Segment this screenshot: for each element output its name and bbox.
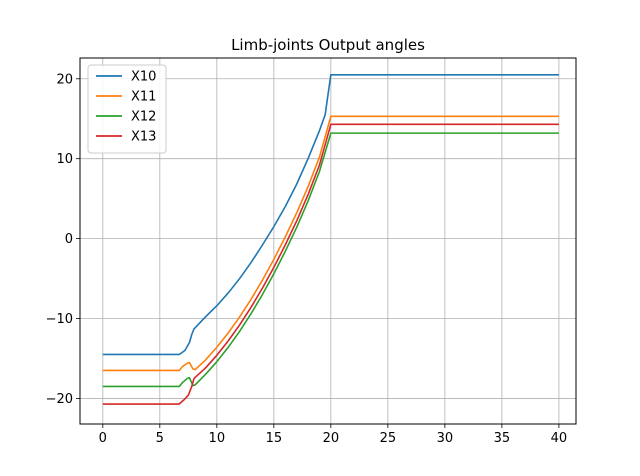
legend-label: X10	[131, 70, 156, 85]
series-line-x13	[102, 123, 559, 405]
x-tick-label: 25	[380, 431, 397, 446]
x-tick-label: 20	[323, 431, 340, 446]
y-tick-label: −20	[46, 392, 73, 407]
legend-label: X12	[131, 110, 156, 125]
y-tick-label: 10	[56, 152, 73, 167]
x-tick-label: 35	[494, 431, 511, 446]
series-line-x12	[102, 132, 559, 388]
grid-lines	[80, 58, 576, 424]
series-line-x10	[102, 73, 559, 356]
legend-label: X11	[131, 90, 156, 105]
x-tick-label: 0	[99, 431, 107, 446]
x-tick-label: 15	[266, 431, 283, 446]
axis-ticks: 0 5 10 15 20 25 30 35 40 −20 −10 0 10 20	[46, 72, 568, 446]
x-tick-label: 10	[209, 431, 226, 446]
series-lines	[102, 73, 559, 405]
legend-box	[87, 64, 167, 154]
series-line-x11	[102, 115, 559, 372]
plot-frame	[79, 57, 577, 425]
legend-label: X13	[131, 130, 156, 145]
legend: X10 X11 X12 X13	[87, 64, 167, 154]
chart-title: Limb-joints Output angles	[231, 36, 425, 54]
x-tick-label: 40	[551, 431, 568, 446]
y-tick-label: 0	[65, 232, 73, 247]
x-tick-label: 5	[156, 431, 164, 446]
y-tick-label: 20	[56, 72, 73, 87]
y-tick-label: −10	[46, 312, 73, 327]
x-tick-label: 30	[437, 431, 454, 446]
